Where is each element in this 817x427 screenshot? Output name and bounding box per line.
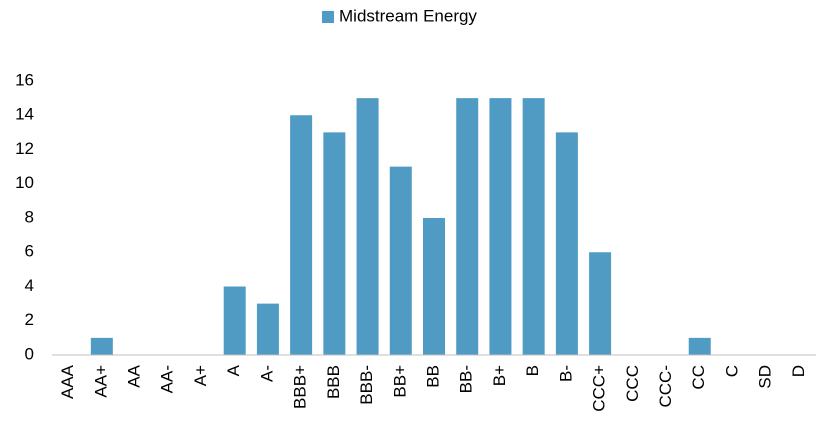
y-tick-label: 10 <box>15 173 34 192</box>
y-tick-label: 2 <box>25 310 34 329</box>
bar <box>489 98 512 355</box>
bar <box>223 286 246 355</box>
x-tick-label: CC <box>689 365 708 390</box>
x-tick-label: BBB- <box>357 365 376 405</box>
x-tick-label: CCC+ <box>590 365 609 412</box>
y-tick-label: 16 <box>15 70 34 89</box>
bar <box>389 166 412 355</box>
x-tick-label: A <box>224 364 243 376</box>
bar <box>522 98 545 355</box>
x-tick-label: B <box>523 365 542 376</box>
x-tick-label: BB+ <box>390 365 409 398</box>
x-tick-label: B- <box>556 365 575 382</box>
x-tick-label: BB- <box>457 365 476 393</box>
x-tick-label: AA <box>125 364 144 387</box>
y-tick-label: 0 <box>25 344 34 363</box>
y-tick-label: 8 <box>25 207 34 226</box>
bar <box>256 303 279 355</box>
bar <box>688 337 711 355</box>
y-tick-label: 4 <box>25 276 34 295</box>
bar <box>356 98 379 355</box>
legend-label: Midstream Energy <box>339 6 477 25</box>
x-tick-label: C <box>722 365 741 377</box>
x-tick-label: A- <box>257 365 276 382</box>
x-tick-label: AA+ <box>91 365 110 398</box>
bar <box>456 98 479 355</box>
x-tick-label: BBB+ <box>291 365 310 409</box>
bar <box>290 115 313 355</box>
x-tick-label: BB <box>423 365 442 388</box>
bar <box>323 132 346 355</box>
legend-swatch <box>322 11 334 23</box>
x-tick-label: B+ <box>490 365 509 386</box>
x-tick-label: D <box>789 365 808 377</box>
x-tick-label: A+ <box>191 365 210 386</box>
bar <box>589 252 612 355</box>
x-tick-label: AA- <box>158 365 177 393</box>
y-tick-label: 14 <box>15 105 34 124</box>
y-tick-label: 12 <box>15 139 34 158</box>
bar <box>423 218 445 355</box>
bar <box>555 132 578 355</box>
y-tick-label: 6 <box>25 242 34 261</box>
x-tick-label: AAA <box>58 364 77 399</box>
x-tick-label: SD <box>756 365 775 389</box>
x-tick-label: BBB <box>324 365 343 399</box>
x-tick-label: CCC- <box>656 365 675 408</box>
x-tick-label: CCC <box>623 365 642 402</box>
bar <box>90 337 113 355</box>
